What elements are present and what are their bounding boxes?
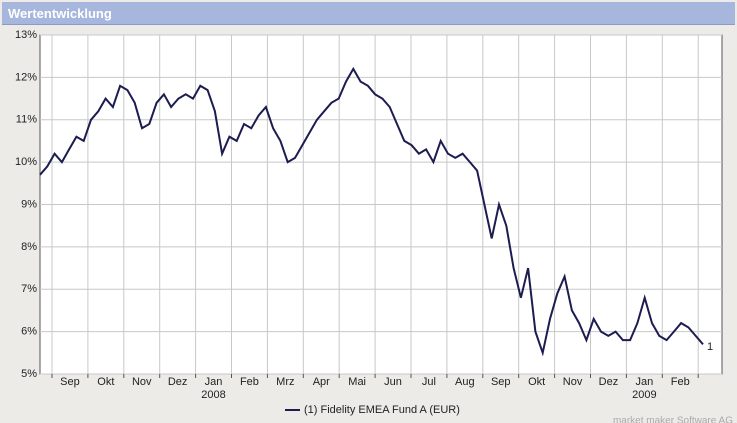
- legend-label: (1) Fidelity EMEA Fund A (EUR): [304, 404, 460, 416]
- y-tick-label: 5%: [21, 368, 37, 380]
- x-tick-label: Sep: [491, 376, 511, 388]
- x-tick-label: Mrz: [276, 376, 294, 388]
- y-tick-label: 7%: [21, 283, 37, 295]
- year-label: 2008: [201, 389, 225, 401]
- x-tick-label: Jun: [384, 376, 402, 388]
- y-tick-label: 8%: [21, 241, 37, 253]
- x-tick-label: Dez: [599, 376, 619, 388]
- year-label: 2009: [632, 389, 656, 401]
- end-label: 1: [707, 341, 713, 353]
- x-tick-label: Dez: [168, 376, 188, 388]
- y-tick-label: 10%: [15, 156, 37, 168]
- x-tick-label: Okt: [528, 376, 545, 388]
- x-tick-label: Feb: [240, 376, 259, 388]
- y-tick-label: 12%: [15, 71, 37, 83]
- chart-title: Wertentwicklung: [8, 6, 112, 21]
- x-tick-label: Sep: [60, 376, 80, 388]
- series-line: [39, 66, 704, 357]
- title-bar: Wertentwicklung: [2, 2, 735, 25]
- x-tick-label: Jan: [205, 376, 223, 388]
- x-tick-label: Jan: [635, 376, 653, 388]
- x-tick-label: Okt: [97, 376, 114, 388]
- y-tick-label: 13%: [15, 29, 37, 41]
- x-tick-label: Nov: [563, 376, 583, 388]
- y-tick-label: 9%: [21, 198, 37, 210]
- x-tick-label: Aug: [455, 376, 475, 388]
- x-tick-label: Nov: [132, 376, 152, 388]
- watermark: market maker Software AG: [613, 416, 733, 423]
- x-tick-label: Mai: [348, 376, 366, 388]
- y-tick-label: 6%: [21, 326, 37, 338]
- x-tick-label: Jul: [422, 376, 436, 388]
- x-tick-label: Feb: [671, 376, 690, 388]
- y-tick-label: 11%: [16, 114, 37, 126]
- x-tick-label: Apr: [313, 376, 330, 388]
